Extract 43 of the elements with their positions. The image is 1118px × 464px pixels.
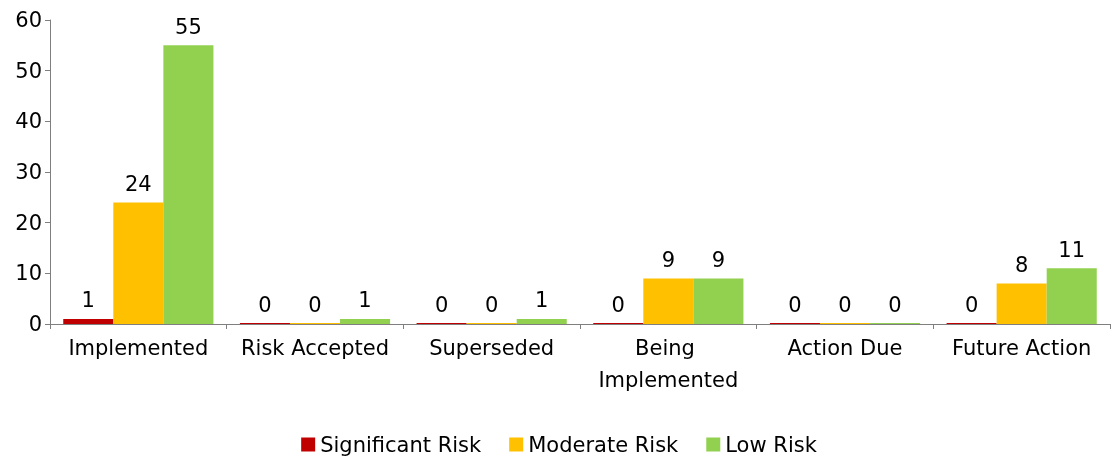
bar: [1046, 268, 1097, 324]
data-label: 1: [81, 288, 95, 313]
data-label: 11: [1058, 237, 1086, 262]
data-label: 0: [838, 292, 852, 317]
data-label: 24: [124, 171, 152, 196]
data-label: 8: [1014, 252, 1029, 277]
bar: [340, 318, 391, 324]
x-tick-label: Future Action: [952, 336, 1092, 360]
y-tick-label: 60: [15, 8, 42, 32]
bar: [996, 283, 1047, 324]
y-tick-label: 40: [15, 109, 42, 134]
data-label: 0: [888, 292, 902, 317]
data-label: 0: [484, 292, 499, 317]
bar: [693, 278, 744, 324]
x-tick-label: Action Due: [787, 336, 903, 360]
y-tick-label: 0: [28, 312, 42, 336]
bar: [163, 45, 214, 324]
y-tick-label: 10: [15, 261, 42, 286]
legend-label: Significant Risk: [320, 432, 483, 457]
data-label: 0: [308, 292, 322, 317]
bar: [516, 318, 567, 324]
data-label: 9: [711, 247, 726, 272]
x-tick-label: Superseded: [429, 336, 555, 360]
data-label: 0: [434, 292, 449, 317]
y-tick-label: 50: [15, 58, 42, 83]
bar: [643, 278, 694, 324]
legend-label: Moderate Risk: [528, 432, 680, 457]
data-label: 1: [358, 288, 372, 313]
data-label: 55: [175, 14, 202, 39]
data-label: 1: [535, 288, 549, 313]
data-label: 0: [611, 292, 625, 317]
data-label: 0: [964, 292, 979, 317]
data-label: 0: [788, 292, 802, 317]
y-tick-label: 20: [15, 210, 42, 235]
legend-label: Low Risk: [725, 432, 818, 457]
x-tick-label: Risk Accepted: [240, 336, 390, 360]
x-tick-label: Implemented: [68, 336, 209, 360]
y-tick-label: 30: [15, 160, 42, 184]
data-label: 9: [661, 247, 676, 272]
bar: [63, 318, 114, 324]
x-tick-label: Being Implemented: [598, 336, 739, 392]
bar: [113, 202, 164, 324]
data-label: 0: [258, 292, 272, 317]
